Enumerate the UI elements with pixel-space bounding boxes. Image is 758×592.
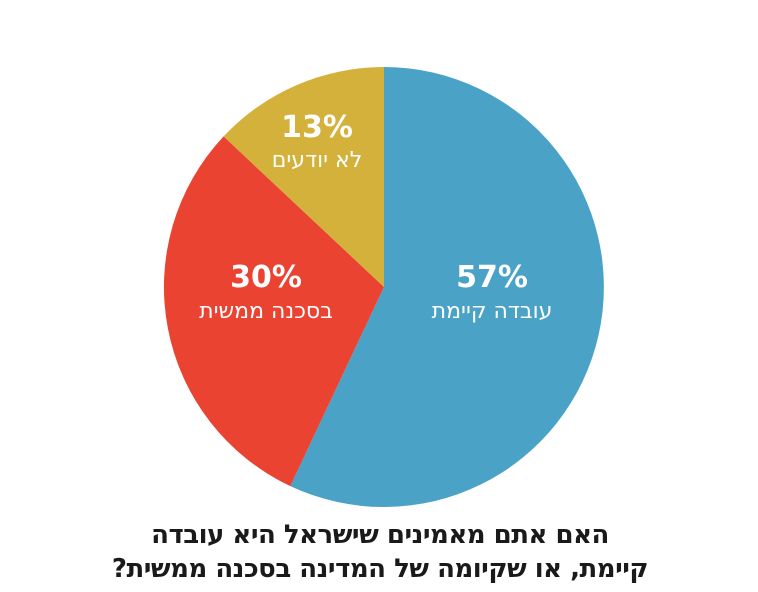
pie [163,66,604,507]
slice-dont-know-labels: 13% לא יודעים [272,110,362,173]
slice-danger-label: בסכנה ממשית [199,299,333,324]
slice-danger-percent: 30% [230,260,302,295]
slice-exists-percent: 57% [456,260,528,295]
slice-exists [290,67,604,507]
slice-dont-know [223,66,384,287]
survey-question: האם אתם מאמינים שישראל היא עובדה קיימת, … [60,518,700,586]
question-line-2: קיימת, או שקיומה של המדינה בסכנה ממשית? [111,554,649,584]
slice-danger-labels: 30% בסכנה ממשית [199,260,333,324]
slice-exists-labels: 57% עובדה קיימת [432,260,553,324]
slice-dont-know-label: לא יודעים [272,148,362,173]
slice-exists-label: עובדה קיימת [432,299,553,324]
slice-danger [163,136,384,487]
slice-dont-know-percent: 13% [281,110,353,145]
question-line-1: האם אתם מאמינים שישראל היא עובדה [151,520,609,550]
pie-chart: 57% עובדה קיימת 30% בסכנה ממשית 13% לא י… [163,66,604,507]
